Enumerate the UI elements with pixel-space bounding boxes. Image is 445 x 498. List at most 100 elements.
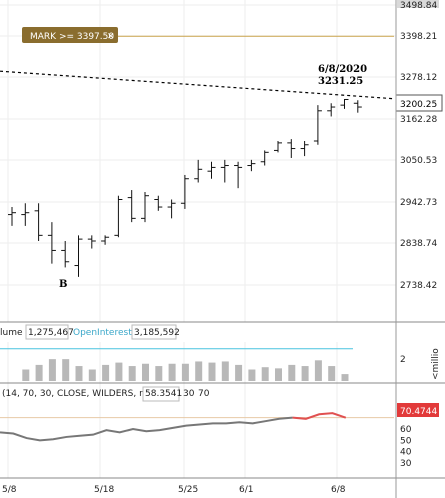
ohlc-bar <box>247 159 256 172</box>
date-axis: 5/8 5/18 5/25 6/1 6/8 <box>2 485 346 495</box>
volume-bar <box>168 363 176 381</box>
rsi-header: (14, 70, 30, CLOSE, WILDERS, no 58.3541 … <box>2 386 210 402</box>
rsi-params: (14, 70, 30, CLOSE, WILDERS, no <box>2 389 151 399</box>
ohlc-bar <box>207 161 216 179</box>
volume-bar <box>341 374 349 381</box>
rsi-tick: 60 <box>400 425 412 435</box>
ohlc-bar <box>8 207 16 226</box>
price-tick: 3162.28 <box>400 115 437 125</box>
mark-badge[interactable]: MARK >= 3397.50 ✕ <box>22 27 118 43</box>
volume-bar <box>301 366 309 381</box>
price-tick: 2942.73 <box>400 198 437 208</box>
volume-bar <box>181 363 189 381</box>
ohlc-bar <box>167 199 176 219</box>
volume-bar <box>75 366 83 381</box>
ohlc-bar <box>127 190 136 223</box>
ohlc-bar <box>154 195 163 211</box>
ohlc-bar <box>220 159 229 183</box>
price-axis: 3498.84 3398.21 3278.12 3162.28 3050.53 2942.… <box>397 0 439 291</box>
ohlc-bar <box>61 241 70 268</box>
rsi-last-value: 70.4744 <box>400 407 437 417</box>
high-value-annotation: 3231.25 <box>318 76 363 87</box>
volume-bar <box>248 369 256 381</box>
volume-label: lume <box>0 328 23 338</box>
price-tick: 3398.21 <box>400 32 437 42</box>
ohlc-bar <box>260 150 269 166</box>
date-tick: 6/8 <box>331 485 346 495</box>
volume-bar <box>208 362 216 381</box>
volume-bar <box>115 362 123 381</box>
volume-bar <box>261 367 269 381</box>
volume-bar <box>48 359 56 381</box>
ohlc-bar <box>47 222 56 264</box>
date-tick: 5/8 <box>2 485 17 495</box>
close-icon[interactable]: ✕ <box>107 32 115 42</box>
rsi-tick: 40 <box>400 448 412 458</box>
price-tick: 3498.84 <box>400 1 437 11</box>
ohlc-bar <box>141 191 149 223</box>
price-tick: 3050.53 <box>400 156 437 166</box>
volume-bar <box>155 366 163 381</box>
last-price-value: 3200.25 <box>400 100 437 110</box>
rsi-oversold: 30 <box>183 389 195 399</box>
price-tick: 2838.74 <box>400 239 437 249</box>
rsi-tick: 50 <box>400 436 412 446</box>
open-interest-value: 3,185,592 <box>134 328 180 338</box>
rsi-line-overbought <box>292 412 347 420</box>
date-tick: 5/18 <box>94 485 114 495</box>
volume-bar <box>128 366 136 381</box>
ohlc-bar <box>34 203 43 242</box>
ohlc-bar <box>300 140 309 157</box>
ohlc-bar <box>353 100 362 113</box>
rsi-last-badge: 70.4744 <box>397 403 439 417</box>
volume-bar <box>235 364 243 381</box>
rsi-tick: 30 <box>400 459 412 469</box>
volume-bar <box>62 359 70 381</box>
volume-bar <box>328 366 336 381</box>
volume-bar <box>288 364 296 381</box>
ohlc-bar <box>234 161 243 189</box>
volume-bar <box>221 361 229 381</box>
ohlc-bar <box>340 98 349 109</box>
low-annotation: B <box>59 279 67 290</box>
volume-bars <box>22 359 349 381</box>
price-tick-box <box>397 0 439 8</box>
mark-label: MARK >= 3397.50 <box>30 32 114 42</box>
ohlc-bar <box>101 235 110 245</box>
volume-bar <box>314 360 322 381</box>
date-tick: 6/1 <box>239 485 253 495</box>
ohlc-bar <box>87 235 96 249</box>
ohlc-bar <box>313 105 322 145</box>
rsi-overbought: 70 <box>198 389 210 399</box>
volume-bar <box>35 364 43 381</box>
ohlc-bar <box>21 203 30 226</box>
price-bars <box>8 98 362 277</box>
volume-bar <box>88 369 96 381</box>
volume-bar <box>22 369 30 381</box>
last-price-badge: 3200.25 <box>395 94 443 112</box>
ohlc-bar <box>114 195 123 238</box>
volume-tick: 2 <box>400 355 406 365</box>
ohlc-bar <box>274 140 282 153</box>
ohlc-bar <box>194 159 203 183</box>
volume-bar <box>275 368 282 381</box>
volume-header: lume 1,275,467 OpenInterest 3,185,592 <box>0 324 180 340</box>
price-tick: 2738.42 <box>400 281 437 291</box>
price-tick: 3278.12 <box>400 73 437 83</box>
ohlc-bar <box>287 139 296 158</box>
volume-bar <box>102 364 110 381</box>
open-interest-label: OpenInterest <box>73 328 132 338</box>
volume-bar <box>195 361 203 381</box>
rsi-line <box>0 416 293 442</box>
ohlc-bar <box>74 235 83 277</box>
volume-value: 1,275,467 <box>28 328 74 338</box>
volume-bar <box>142 363 149 381</box>
high-date-annotation: 6/8/2020 <box>318 64 367 75</box>
ohlc-bar <box>327 103 336 117</box>
rsi-value: 58.3541 <box>145 389 182 399</box>
ohlc-bar <box>180 174 189 209</box>
date-tick: 5/25 <box>178 485 198 495</box>
volume-scale-label: <millio <box>431 348 441 380</box>
